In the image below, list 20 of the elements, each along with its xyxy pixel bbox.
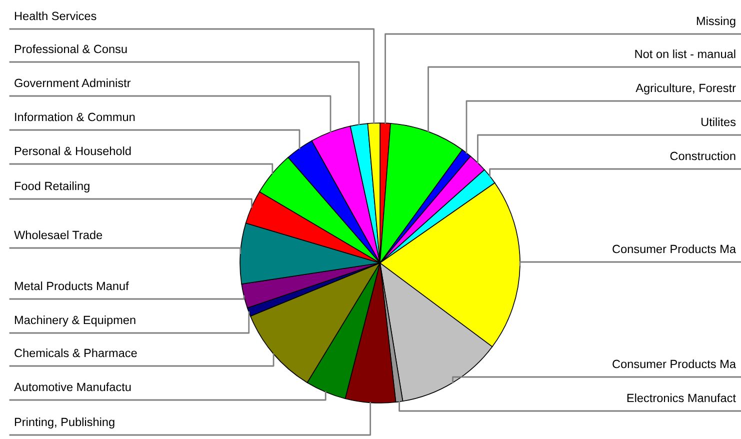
slice-label: Consumer Products Ma xyxy=(612,244,736,254)
slice-label: Agriculture, Forestr xyxy=(636,84,736,95)
slice-label: Personal & Household xyxy=(14,146,131,156)
slice-label: Food Retailing xyxy=(14,181,90,193)
slice-label: Wholesael Trade xyxy=(14,230,102,240)
slice-label: Construction xyxy=(670,152,736,160)
slice-label: Metal Products Manuf xyxy=(14,281,129,290)
slice-label: Not on list - manual xyxy=(635,50,736,58)
slice-label: Utilites xyxy=(701,118,736,126)
slice-label: Health Services xyxy=(14,12,96,20)
slice-label: Professional & Consu xyxy=(14,44,127,54)
slice-label: Government Administr xyxy=(14,78,131,88)
slice-label: Automotive Manufactu xyxy=(14,382,131,392)
slice-label: Missing xyxy=(696,16,736,28)
slice-label: Chemicals & Pharmace xyxy=(14,348,137,358)
slice-label: Electronics Manufact xyxy=(627,393,736,402)
slice-label: Information & Commun xyxy=(15,112,135,122)
slice-label: Machinery & Equipmen xyxy=(14,315,136,327)
slice-label: Printing, Publishing xyxy=(14,417,114,429)
slice-label: Consumer Products Ma xyxy=(612,359,736,368)
